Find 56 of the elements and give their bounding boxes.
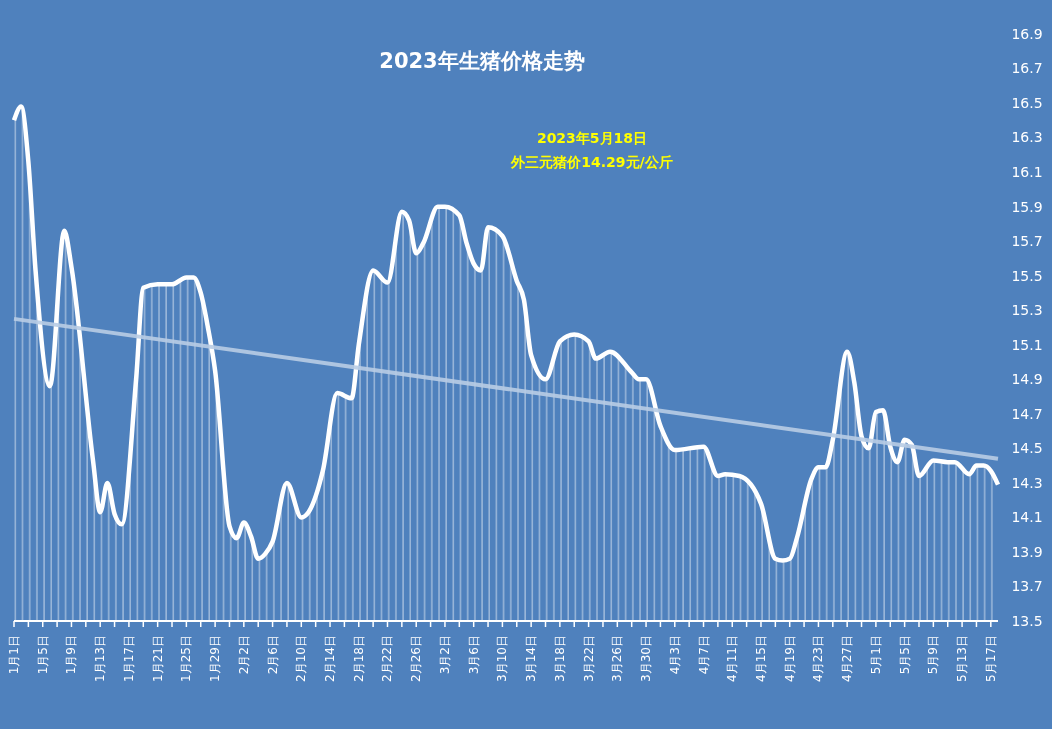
x-tick-label: 1月13日 bbox=[93, 635, 108, 682]
x-tick-label: 2月14日 bbox=[323, 635, 338, 682]
x-tick-label: 5月17日 bbox=[983, 635, 998, 682]
x-tick-label: 5月5日 bbox=[897, 635, 912, 675]
x-tick-label: 4月27日 bbox=[840, 635, 855, 682]
x-tick-label: 2月18日 bbox=[351, 635, 366, 682]
y-tick-label: 16.3 bbox=[1011, 129, 1043, 146]
x-tick-label: 5月9日 bbox=[926, 635, 941, 675]
y-tick-label: 16.5 bbox=[1011, 94, 1043, 111]
x-tick-label: 3月26日 bbox=[610, 635, 625, 682]
x-tick-label: 1月21日 bbox=[150, 635, 165, 682]
x-tick-label: 4月11日 bbox=[725, 635, 740, 682]
x-tick-label: 5月1日 bbox=[868, 635, 883, 675]
x-tick-label: 1月29日 bbox=[208, 635, 223, 682]
x-tick-label: 4月15日 bbox=[753, 635, 768, 682]
x-tick-label: 1月1日 bbox=[7, 635, 21, 675]
y-tick-label: 15.5 bbox=[1011, 267, 1043, 284]
x-tick-label: 5月13日 bbox=[955, 635, 970, 682]
x-tick-label: 2月6日 bbox=[265, 635, 280, 675]
y-tick-label: 14.5 bbox=[1011, 440, 1043, 457]
x-tick-label: 2月26日 bbox=[409, 635, 424, 682]
y-tick-label: 16.7 bbox=[1011, 60, 1043, 77]
annotation: 外三元猪价14.29元/公斤 bbox=[510, 153, 673, 170]
y-tick-label: 15.9 bbox=[1011, 198, 1043, 215]
x-tick-label: 2月22日 bbox=[380, 635, 395, 682]
x-tick-label: 3月14日 bbox=[524, 635, 539, 682]
x-tick-label: 3月6日 bbox=[466, 635, 481, 675]
y-tick-label: 15.3 bbox=[1011, 302, 1043, 319]
x-tick-label: 1月9日 bbox=[64, 635, 79, 675]
y-tick-label: 13.5 bbox=[1011, 612, 1043, 629]
x-tick-label: 3月22日 bbox=[581, 635, 596, 682]
x-tick-label: 4月19日 bbox=[782, 635, 797, 682]
y-tick-label: 16.1 bbox=[1011, 164, 1043, 181]
y-tick-label: 15.1 bbox=[1011, 336, 1043, 353]
x-tick-label: 3月10日 bbox=[495, 635, 510, 682]
y-tick-label: 16.9 bbox=[1011, 25, 1043, 42]
x-tick-label: 4月3日 bbox=[667, 635, 682, 675]
x-tick-label: 1月17日 bbox=[121, 635, 136, 682]
y-tick-label: 14.3 bbox=[1011, 474, 1043, 491]
y-tick-label: 13.9 bbox=[1011, 543, 1043, 560]
text: 2023年生猪价格走势 bbox=[379, 49, 585, 74]
y-tick-label: 14.9 bbox=[1011, 371, 1043, 388]
x-tick-label: 1月25日 bbox=[179, 635, 194, 682]
y-tick-label: 15.7 bbox=[1011, 233, 1043, 250]
y-tick-label: 14.1 bbox=[1011, 509, 1043, 526]
x-tick-label: 4月7日 bbox=[696, 635, 711, 675]
y-tick-label: 14.7 bbox=[1011, 405, 1043, 422]
x-tick-label: 3月2日 bbox=[437, 635, 452, 675]
x-tick-label: 1月5日 bbox=[35, 635, 50, 675]
x-tick-label: 3月18日 bbox=[552, 635, 567, 682]
x-tick-label: 2月10日 bbox=[294, 635, 309, 682]
x-tick-label: 4月23日 bbox=[811, 635, 826, 682]
x-tick-label: 2月2日 bbox=[236, 635, 251, 675]
y-tick-label: 13.7 bbox=[1011, 578, 1043, 595]
annotation: 2023年5月18日 bbox=[536, 129, 648, 146]
x-tick-label: 3月30日 bbox=[639, 635, 654, 682]
